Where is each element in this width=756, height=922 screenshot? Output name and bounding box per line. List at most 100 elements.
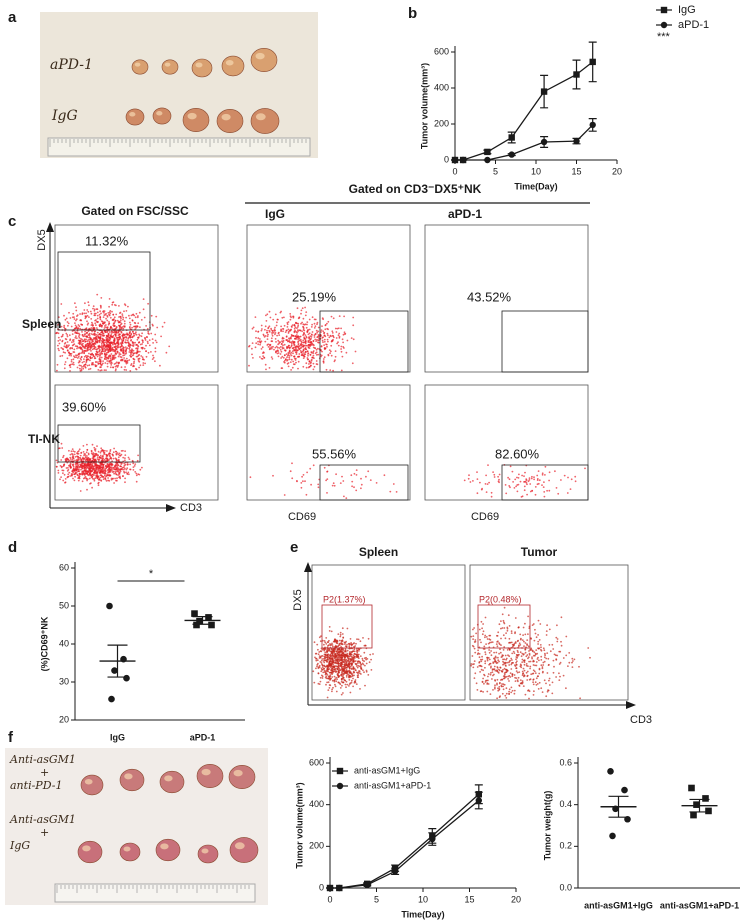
event-dot	[101, 344, 103, 346]
tumor	[125, 108, 145, 126]
event-dot	[340, 671, 343, 674]
event-dot	[334, 350, 337, 352]
event-dot	[319, 676, 322, 679]
event-dot	[335, 646, 338, 648]
event-dot	[269, 316, 272, 319]
event-dot	[333, 679, 336, 682]
event-dot	[95, 312, 97, 315]
event-dot	[104, 331, 107, 333]
tumor	[119, 768, 145, 792]
event-dot	[125, 341, 128, 344]
event-dot	[111, 453, 114, 456]
event-dot	[102, 322, 104, 325]
event-dot	[113, 339, 115, 342]
event-dot	[87, 462, 90, 465]
gate	[319, 464, 409, 501]
event-dot	[507, 476, 509, 479]
event-dot	[260, 324, 263, 327]
event-dot	[266, 338, 269, 340]
event-dot	[343, 667, 346, 670]
event-dot	[131, 326, 134, 329]
event-dot	[533, 639, 536, 642]
tumor-highlight	[164, 775, 173, 782]
event-dot	[558, 650, 561, 653]
event-dot	[274, 332, 277, 334]
event-dot	[121, 462, 123, 464]
event-dot	[94, 452, 96, 455]
event-dot	[251, 327, 254, 330]
event-dot	[93, 446, 96, 449]
event-dot	[344, 657, 347, 659]
event-dot	[330, 650, 333, 653]
event-dot	[553, 665, 555, 668]
event-dot	[80, 369, 83, 372]
event-dot	[327, 677, 329, 680]
tumor-highlight	[84, 778, 93, 785]
event-dot	[529, 490, 532, 493]
event-dot	[523, 663, 526, 666]
event-dot	[327, 649, 330, 652]
event-dot	[71, 344, 74, 347]
event-dot	[328, 662, 330, 665]
event-dot	[68, 449, 70, 452]
event-dot	[110, 361, 113, 363]
event-dot	[116, 344, 119, 347]
y-axis-label: (%)CD69⁺NK	[39, 616, 49, 671]
event-dot	[74, 322, 76, 324]
event-dot	[286, 356, 288, 359]
event-dot	[70, 360, 73, 363]
event-dot	[349, 682, 352, 685]
event-dot	[125, 369, 128, 371]
event-dot	[345, 672, 347, 675]
event-dot	[310, 359, 313, 362]
event-dot	[485, 491, 488, 493]
event-dot	[344, 333, 346, 335]
event-dot	[345, 497, 348, 499]
tumor-highlight	[201, 848, 209, 854]
event-dot	[491, 678, 493, 680]
event-dot	[508, 625, 511, 627]
event-dot	[99, 369, 102, 372]
photo-a	[40, 12, 318, 158]
event-dot	[318, 664, 321, 667]
event-dot	[502, 685, 504, 688]
event-dot	[524, 642, 527, 644]
event-dot	[83, 469, 86, 472]
event-dot	[543, 495, 546, 498]
event-dot	[130, 353, 132, 356]
event-dot	[326, 478, 329, 480]
event-dot	[282, 344, 284, 347]
event-dot	[73, 318, 76, 320]
event-dot	[67, 345, 69, 348]
event-dot	[544, 474, 546, 476]
event-dot	[83, 358, 85, 360]
event-dot	[527, 657, 529, 660]
y-tick-label: 20	[59, 714, 69, 724]
event-dot	[313, 334, 316, 337]
marker	[589, 58, 596, 66]
event-dot	[297, 360, 300, 363]
event-dot	[99, 304, 102, 307]
event-dot	[533, 690, 535, 693]
event-dot	[543, 649, 546, 652]
event-dot	[348, 645, 351, 648]
event-dot	[83, 454, 85, 457]
gate-label: P2(1.37%)	[323, 594, 366, 604]
event-dot	[321, 655, 324, 657]
event-dot	[485, 636, 488, 638]
event-dot	[65, 459, 68, 462]
event-dot	[71, 463, 74, 466]
event-dot	[145, 325, 148, 327]
event-dot	[329, 655, 332, 658]
event-dot	[62, 456, 64, 459]
event-dot	[152, 342, 155, 344]
event-dot	[316, 659, 319, 662]
event-dot	[93, 346, 96, 348]
event-dot	[110, 463, 113, 466]
event-dot	[308, 365, 311, 368]
event-dot	[99, 476, 102, 479]
event-dot	[70, 450, 73, 453]
event-dot	[126, 339, 129, 342]
event-dot	[299, 350, 302, 352]
